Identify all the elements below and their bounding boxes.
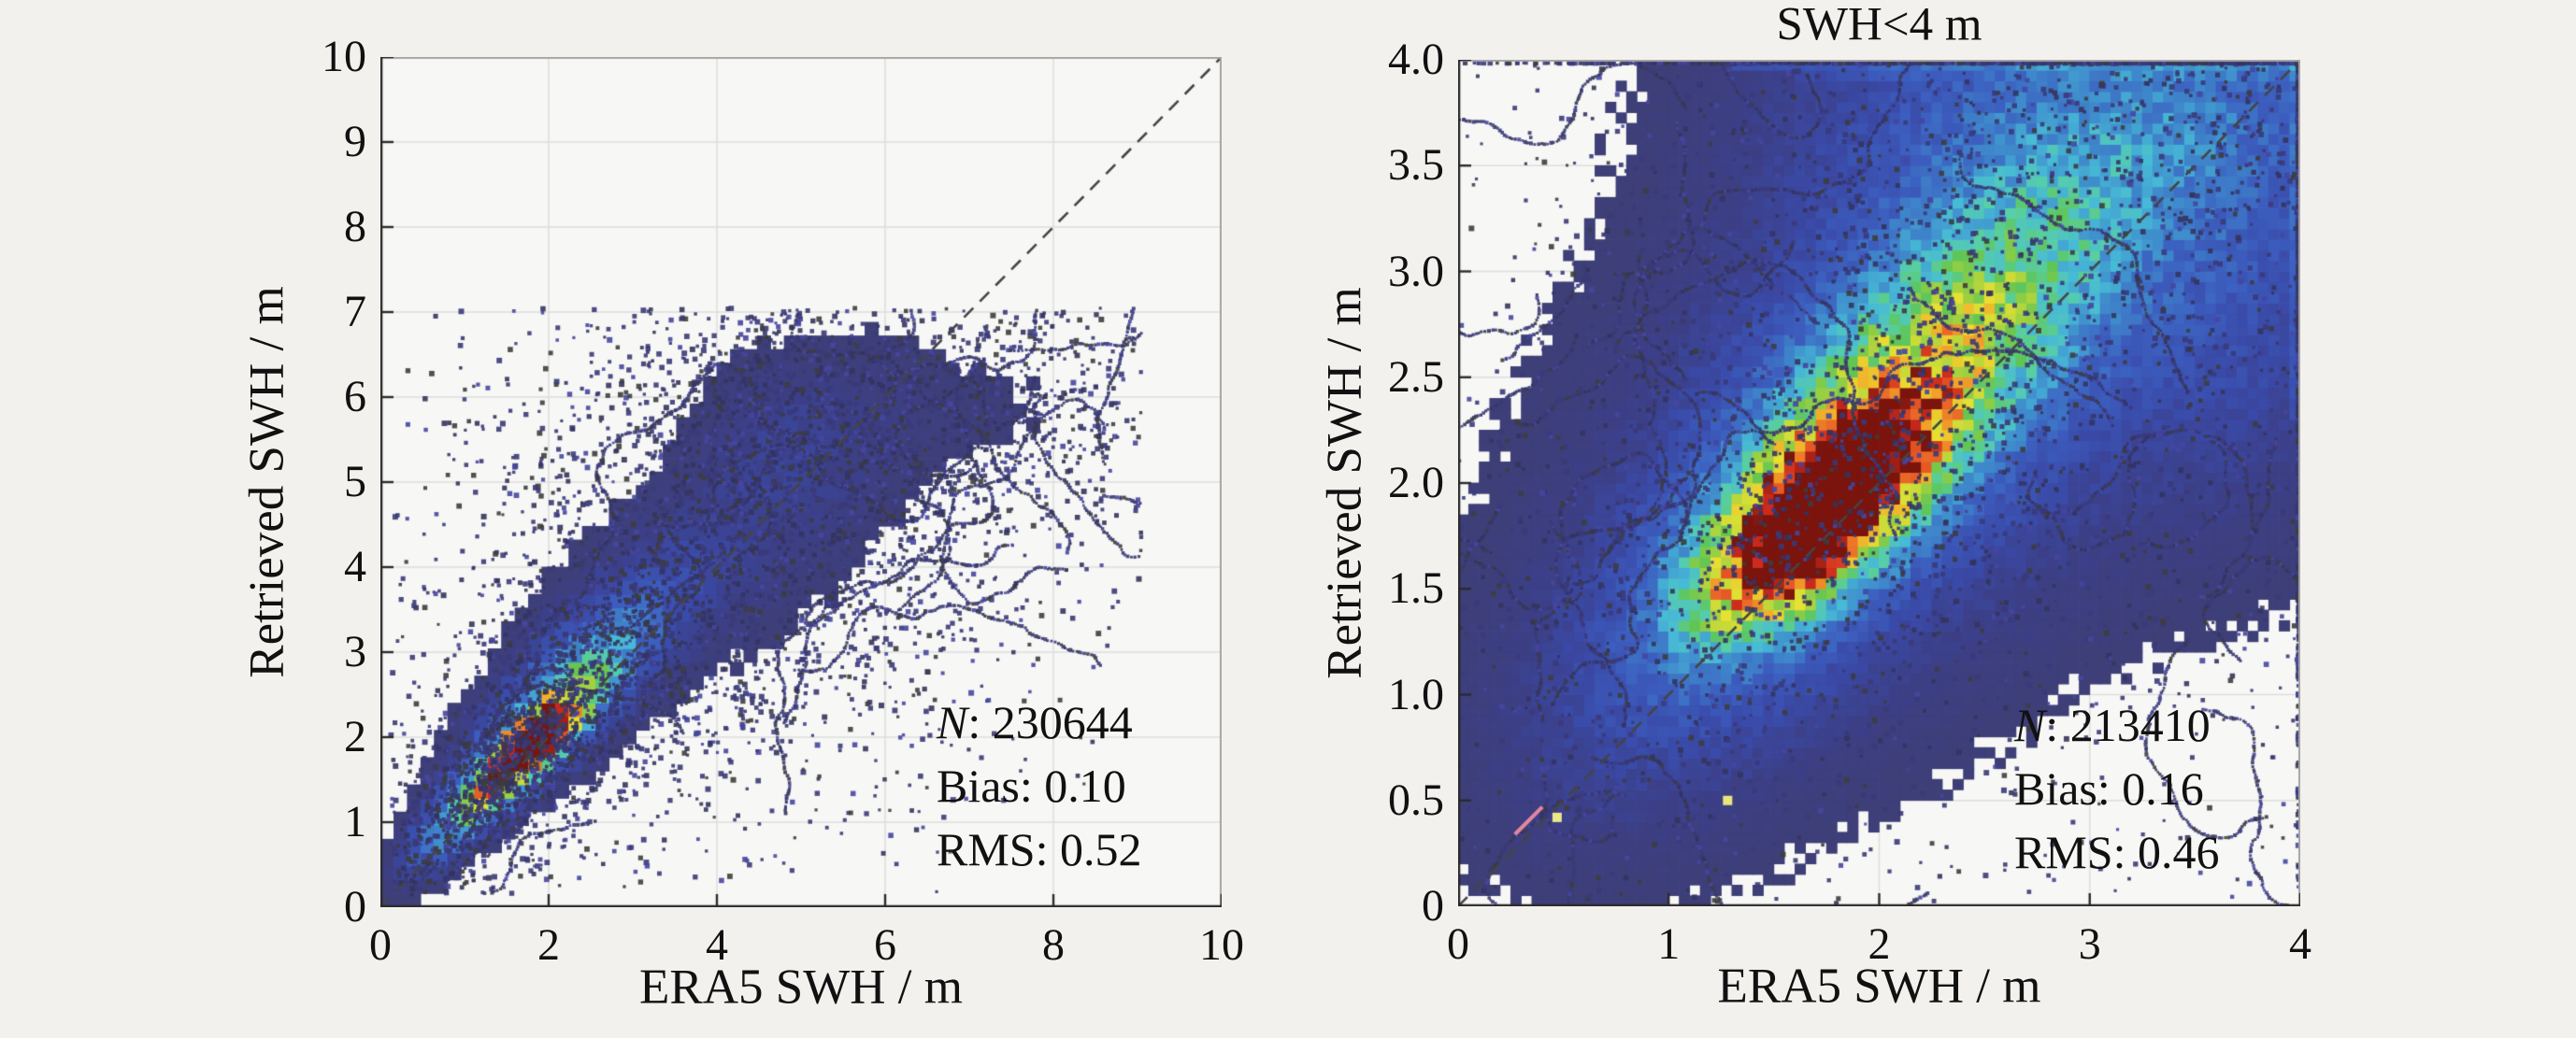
- x-tick-label: 4: [706, 920, 728, 970]
- left-plot-canvas: [380, 57, 1222, 907]
- stat-rms-right: RMS: 0.46: [2014, 820, 2220, 884]
- stat-bias-label: Bias: [937, 760, 1020, 812]
- y-tick-label: 2.0: [1388, 458, 1444, 507]
- y-tick-label: 6: [344, 372, 366, 421]
- x-tick-label: 3: [2078, 919, 2101, 969]
- stat-bias-label: Bias: [2014, 762, 2097, 815]
- stat-rms-label: RMS: [2014, 826, 2113, 878]
- right-plot-canvas: [1458, 60, 2300, 906]
- x-tick-label: 2: [1868, 919, 1891, 969]
- y-tick-label: 5: [344, 457, 366, 506]
- y-tick-label: 3.0: [1388, 246, 1444, 296]
- stat-n-value: : 213410: [2045, 699, 2211, 751]
- stat-rms-value: : 0.52: [1035, 823, 1142, 875]
- y-tick-label: 4: [344, 542, 366, 591]
- x-tick-label: 0: [369, 920, 392, 970]
- x-axis-label-right: ERA5 SWH / m: [1717, 959, 2041, 1014]
- y-tick-label: 8: [344, 202, 366, 251]
- stat-n-label: N: [937, 696, 968, 748]
- y-tick-label: 3: [344, 627, 366, 676]
- x-tick-label: 8: [1042, 920, 1065, 970]
- y-tick-label: 9: [344, 117, 366, 166]
- stats-annotation-left: N: 230644 Bias: 0.10 RMS: 0.52: [937, 690, 1142, 881]
- y-tick-label: 1.5: [1388, 563, 1444, 614]
- y-tick-label: 1: [344, 797, 366, 846]
- plot-title-right: SWH<4 m: [1776, 0, 1982, 51]
- y-tick-label: 0.5: [1388, 775, 1444, 825]
- x-tick-label: 4: [2289, 919, 2311, 969]
- y-tick-label: 7: [344, 287, 366, 336]
- stat-rms-label: RMS: [937, 823, 1036, 875]
- y-tick-label: 1.0: [1388, 669, 1444, 719]
- x-tick-label: 10: [1199, 920, 1244, 970]
- x-tick-label: 0: [1447, 919, 1469, 969]
- stat-bias-value: : 0.16: [2097, 762, 2204, 815]
- stat-rms-value: : 0.46: [2112, 826, 2220, 878]
- y-tick-label: 2: [344, 712, 366, 761]
- y-tick-label: 4.0: [1388, 35, 1444, 84]
- x-tick-label: 1: [1657, 919, 1681, 969]
- stat-n-left: N: 230644: [937, 690, 1142, 754]
- y-tick-label: 10: [322, 32, 366, 81]
- stat-n-label: N: [2014, 699, 2046, 751]
- y-tick-label: 3.5: [1388, 140, 1444, 191]
- y-axis-label-right: Retrieved SWH / m: [1317, 287, 1372, 679]
- stat-bias-value: : 0.10: [1019, 760, 1126, 812]
- y-tick-label: 0: [344, 882, 366, 931]
- x-axis-label-left: ERA5 SWH / m: [639, 960, 963, 1015]
- stat-n-value: : 230644: [967, 696, 1133, 748]
- stats-annotation-right: N: 213410 Bias: 0.16 RMS: 0.46: [2014, 693, 2220, 884]
- stat-bias-right: Bias: 0.16: [2014, 757, 2220, 820]
- x-tick-label: 6: [874, 920, 896, 970]
- stat-rms-left: RMS: 0.52: [937, 818, 1142, 881]
- stat-n-right: N: 213410: [2014, 693, 2220, 757]
- y-tick-label: 0: [1422, 881, 1444, 931]
- x-tick-label: 2: [537, 920, 560, 970]
- y-axis-label-left: Retrieved SWH / m: [239, 286, 294, 678]
- stat-bias-left: Bias: 0.10: [937, 754, 1142, 818]
- y-tick-label: 2.5: [1388, 351, 1444, 402]
